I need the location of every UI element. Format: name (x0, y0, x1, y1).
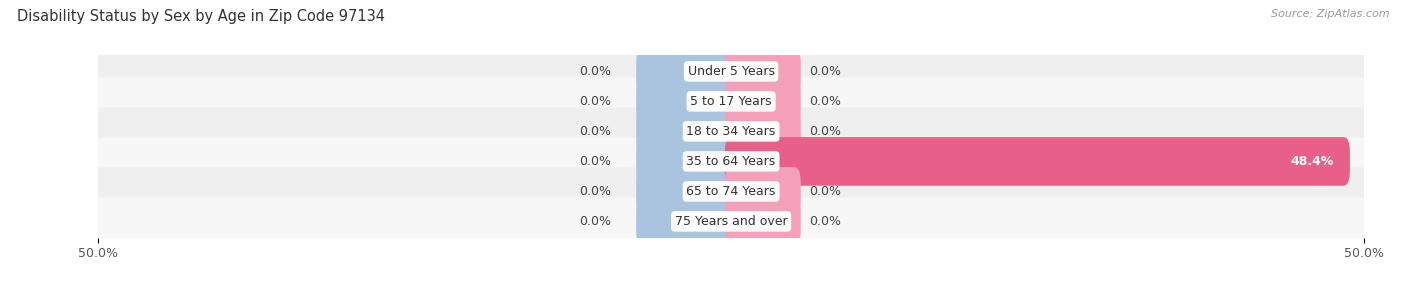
FancyBboxPatch shape (94, 47, 1368, 95)
Text: 0.0%: 0.0% (810, 95, 842, 108)
FancyBboxPatch shape (636, 107, 737, 156)
FancyBboxPatch shape (94, 167, 1368, 215)
Text: 0.0%: 0.0% (810, 185, 842, 198)
FancyBboxPatch shape (636, 197, 737, 246)
FancyBboxPatch shape (636, 77, 737, 126)
FancyBboxPatch shape (725, 197, 800, 246)
FancyBboxPatch shape (725, 137, 1350, 186)
FancyBboxPatch shape (725, 77, 800, 126)
Text: 75 Years and over: 75 Years and over (675, 215, 787, 228)
Text: 0.0%: 0.0% (579, 65, 610, 78)
FancyBboxPatch shape (725, 167, 800, 216)
Text: 0.0%: 0.0% (810, 215, 842, 228)
FancyBboxPatch shape (94, 137, 1368, 185)
FancyBboxPatch shape (636, 167, 737, 216)
Text: 18 to 34 Years: 18 to 34 Years (686, 125, 776, 138)
FancyBboxPatch shape (94, 77, 1368, 125)
FancyBboxPatch shape (94, 197, 1368, 246)
Text: 0.0%: 0.0% (579, 215, 610, 228)
FancyBboxPatch shape (94, 107, 1368, 156)
Text: 0.0%: 0.0% (810, 65, 842, 78)
Legend: Male, Female: Male, Female (658, 304, 804, 305)
Text: 35 to 64 Years: 35 to 64 Years (686, 155, 776, 168)
Text: Under 5 Years: Under 5 Years (688, 65, 775, 78)
Text: 0.0%: 0.0% (579, 185, 610, 198)
FancyBboxPatch shape (725, 107, 800, 156)
Text: 5 to 17 Years: 5 to 17 Years (690, 95, 772, 108)
Text: 65 to 74 Years: 65 to 74 Years (686, 185, 776, 198)
Text: 0.0%: 0.0% (810, 125, 842, 138)
Text: 48.4%: 48.4% (1291, 155, 1333, 168)
FancyBboxPatch shape (725, 47, 800, 96)
FancyBboxPatch shape (636, 137, 737, 186)
Text: 0.0%: 0.0% (579, 95, 610, 108)
Text: Source: ZipAtlas.com: Source: ZipAtlas.com (1271, 9, 1389, 19)
Text: 0.0%: 0.0% (579, 125, 610, 138)
FancyBboxPatch shape (636, 47, 737, 96)
Text: Disability Status by Sex by Age in Zip Code 97134: Disability Status by Sex by Age in Zip C… (17, 9, 385, 24)
Text: 0.0%: 0.0% (579, 155, 610, 168)
